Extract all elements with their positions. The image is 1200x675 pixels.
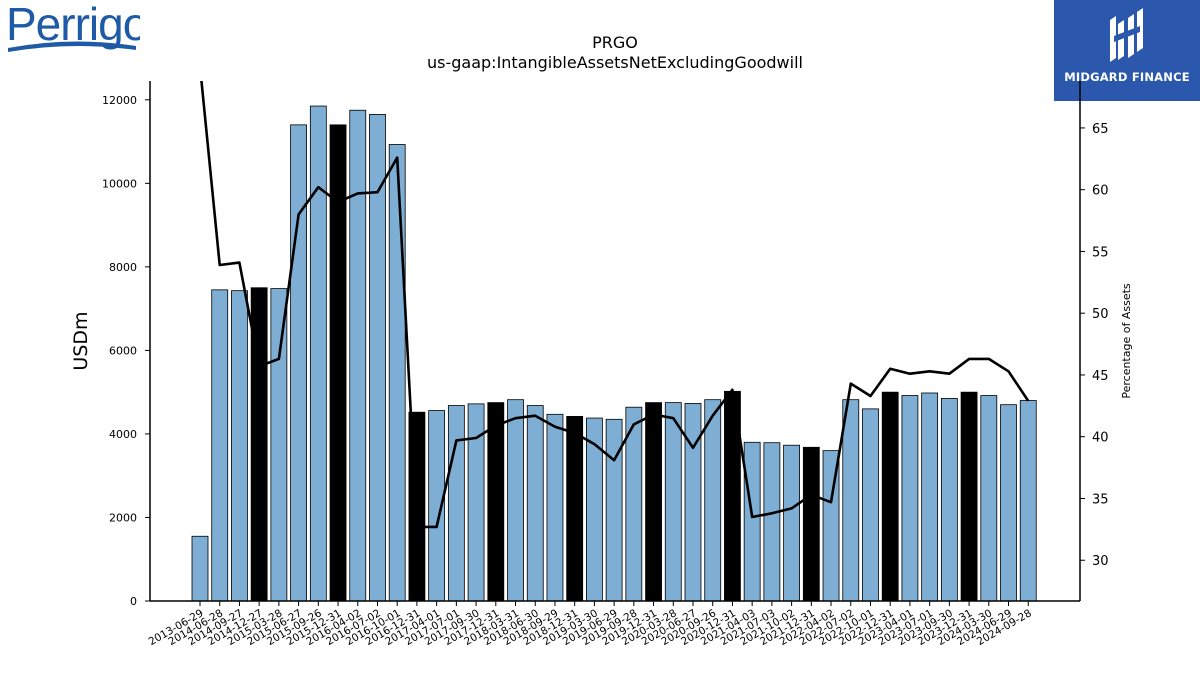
y2-tick-label: 30: [1092, 554, 1109, 569]
perrigo-logo: Perrigo: [6, 2, 140, 52]
bar-2022-07-02: [842, 399, 860, 602]
bar-2019-06-29: [605, 418, 623, 602]
y-tick-label: 0: [130, 595, 137, 608]
y2-tick-label: 45: [1092, 369, 1109, 384]
bar-2018-03-31: [507, 399, 524, 602]
bar-2021-10-02: [783, 444, 800, 602]
midgard-logo-icon: [1110, 8, 1143, 62]
bar-2014-09-27: [231, 290, 248, 602]
bar-2016-04-02: [349, 109, 367, 602]
bar-2019-12-31: [645, 402, 662, 602]
bar-2023-12-31: [960, 391, 978, 602]
y2-tick-label: 60: [1092, 184, 1109, 199]
bar-2017-07-01: [447, 405, 465, 602]
bar-2022-10-01: [862, 408, 879, 602]
chart-subtitle: us-gaap:IntangibleAssetsNetExcludingGood…: [427, 53, 803, 72]
bar-2023-07-01: [921, 392, 939, 602]
bar-2015-09-26: [309, 105, 327, 602]
bar-2020-09-26: [704, 399, 722, 602]
bar-2024-03-30: [980, 395, 998, 602]
y2-axis-label: Percentage of Assets: [1120, 283, 1133, 399]
line-group: [200, 81, 1030, 529]
bar-2020-03-28: [664, 402, 682, 602]
bars-group: [191, 105, 1037, 602]
logo-swoosh: [8, 41, 136, 52]
y2-tick-label: 50: [1092, 307, 1109, 322]
bar-2018-09-29: [546, 413, 564, 602]
bar-2018-12-31: [566, 415, 584, 602]
bar-2023-09-30: [940, 398, 958, 602]
bar-2021-04-03: [743, 441, 761, 602]
bar-2022-12-31: [881, 391, 899, 602]
bar-2024-09-28: [1019, 400, 1037, 602]
y-tick-label: 6000: [109, 344, 137, 357]
bar-2023-04-01: [901, 395, 919, 602]
percentage-line: [200, 81, 1030, 529]
bar-2016-07-02: [369, 114, 386, 602]
y2-tick-label: 65: [1092, 122, 1109, 137]
badge-text: MIDGARD FINANCE: [1064, 70, 1190, 84]
bar-2015-03-28: [270, 288, 288, 602]
bar-2014-06-28: [211, 289, 229, 602]
bar-2016-10-01: [388, 144, 406, 602]
bar-2020-06-27: [684, 403, 702, 602]
bar-2015-06-27: [290, 124, 308, 602]
y2-tick-label: 35: [1092, 492, 1109, 507]
bar-2018-06-30: [526, 405, 544, 602]
y2-tick-label: 40: [1092, 431, 1109, 446]
y2-tick-label: 55: [1092, 245, 1109, 260]
bar-2013-06-29: [191, 535, 209, 602]
y-tick-label: 8000: [109, 261, 137, 274]
bar-2021-12-31: [802, 446, 820, 602]
y-tick-label: 12000: [102, 94, 137, 107]
bar-2021-07-03: [763, 442, 781, 602]
bar-2024-06-29: [1000, 404, 1017, 602]
chart-title: PRGO: [592, 33, 638, 52]
axes-group: 0 2000 4000 6000 8000 10000 12000 30 35 40 45 50 55 6…: [102, 81, 1109, 648]
midgard-finance-badge: MIDGARD FINANCE: [1054, 0, 1200, 101]
y-tick-label: 2000: [109, 511, 137, 524]
y-tick-label: 10000: [102, 177, 137, 190]
bar-2017-12-31: [487, 402, 505, 602]
y-tick-label: 4000: [109, 428, 137, 441]
y-axis-label: USDm: [70, 311, 92, 370]
